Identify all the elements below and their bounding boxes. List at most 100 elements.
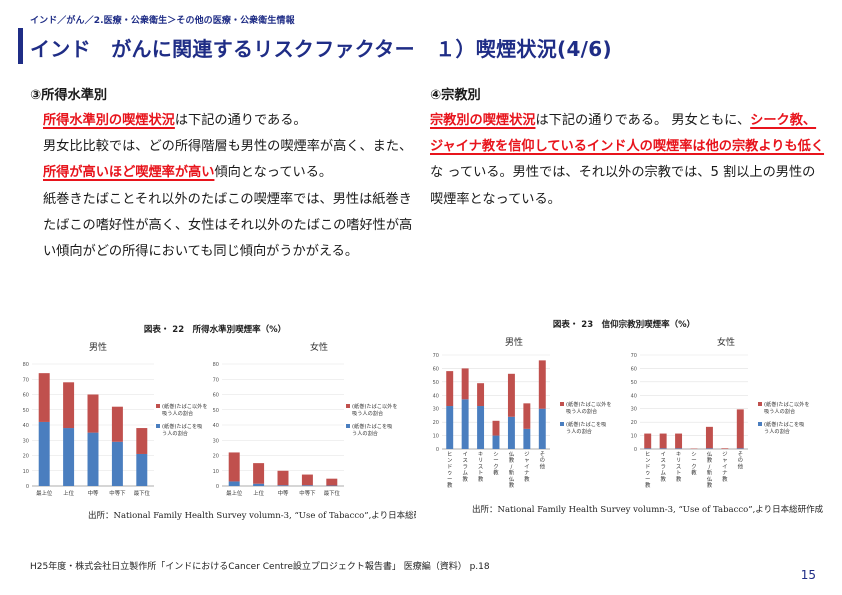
x-tick-label: ヒ [447, 451, 452, 458]
x-tick-label: ス [676, 463, 681, 470]
x-tick-label: ム [462, 470, 468, 477]
bar-segment [523, 403, 531, 429]
legend-label: (紙巻)たばこを吸う人の割合 [162, 422, 203, 437]
x-tick-label: 教 [660, 475, 666, 483]
x-tick-label: 教 [509, 481, 515, 489]
x-tick-label: ヒ [645, 451, 650, 458]
x-tick-label: リ [676, 458, 681, 464]
bar-segment [492, 435, 500, 449]
income-highlight-2: 所得が高いほど喫煙率が高い [43, 165, 215, 181]
y-tick-label: 80 [23, 362, 29, 368]
income-text-2b: 傾向となっている。 [214, 165, 333, 181]
income-paragraph-3: 紙巻きたばことそれ以外のたばこの喫煙率では、男性は紙巻きたばこの嗜好性が高く、女… [43, 191, 413, 260]
religion-smoking-chart: 図表・ 23 信仰宗教別喫煙率（%） 出所：National Family Hea… [433, 319, 824, 515]
x-tick-label: イ [660, 452, 665, 458]
x-tick-label: ム [660, 470, 666, 477]
bar-segment [111, 441, 123, 486]
y-tick-label: 0 [26, 484, 29, 490]
legend-label: (紙巻)たばこを吸う人の割合 [764, 420, 805, 435]
y-tick-label: 70 [213, 377, 219, 383]
x-tick-label: シ [493, 452, 498, 458]
page-title: インド がんに関連するリスクファクター １）喫煙状況(4/6) [30, 37, 612, 61]
x-tick-label: 上位 [63, 489, 74, 497]
x-tick-label: 最上位 [226, 489, 243, 497]
x-tick-label: 中等 [278, 489, 289, 497]
x-tick-label: ド [447, 464, 452, 470]
y-tick-label: 50 [631, 380, 637, 386]
legend-label: (紙巻)たばこを吸う人の割合 [352, 422, 393, 437]
legend-label-line: う人の割合 [764, 427, 791, 435]
bar-segment [326, 478, 338, 486]
x-tick-label: 最上位 [36, 489, 53, 497]
x-tick-label: 教 [645, 481, 651, 489]
bar-segment [277, 470, 289, 486]
y-tick-label: 40 [213, 423, 219, 429]
y-tick-label: 30 [23, 438, 29, 444]
x-tick-label: 中等 [88, 489, 99, 497]
y-tick-label: 60 [631, 366, 637, 372]
legend-label: (紙巻)たばこ以外を吸う人の割合 [566, 400, 612, 415]
chart-title: 図表・ 22 所得水準別喫煙率（%） [144, 324, 286, 335]
legend-swatch [346, 404, 350, 408]
y-tick-label: 20 [433, 420, 439, 426]
chart-title: 図表・ 23 信仰宗教別喫煙率（%） [553, 319, 695, 330]
bar-segment [675, 433, 683, 449]
x-tick-label: 教 [722, 475, 728, 483]
x-tick-label: 他 [540, 462, 546, 470]
legend-label: (紙巻)たばこ以外を吸う人の割合 [764, 400, 810, 415]
bar-segment [477, 383, 485, 407]
x-tick-label: 最下位 [324, 489, 341, 497]
legend-label-line: う人の割合 [352, 429, 379, 437]
x-tick-label: 教 [447, 481, 453, 489]
title-accent-bar [18, 28, 23, 64]
x-tick-label: ャ [722, 458, 727, 464]
bar-segment [446, 406, 454, 449]
income-text-1: は下記の通りである。 [174, 113, 307, 128]
legend-label-line: (紙巻)たばこ以外を [352, 402, 398, 410]
y-tick-label: 20 [23, 454, 29, 460]
x-tick-label: キ [478, 452, 483, 458]
x-tick-label: ー [447, 477, 452, 483]
x-tick-label: ン [645, 458, 650, 464]
x-tick-label: ス [660, 457, 665, 464]
bar-segment [253, 463, 265, 484]
religion-highlight-2: シーク教、ジャイナ教を信仰しているインド人の喫煙率は他の宗教よりも低く [430, 113, 825, 155]
x-tick-label: 中等下 [299, 489, 316, 497]
x-tick-label: ン [447, 458, 452, 464]
x-tick-label: 教 [676, 475, 682, 483]
bar-segment [659, 448, 667, 449]
x-tick-label: イ [462, 452, 467, 458]
bar-segment [492, 420, 500, 436]
y-tick-label: 20 [631, 420, 637, 426]
bar-segment [721, 448, 729, 449]
bar-segment [446, 371, 454, 407]
bar-segment [277, 485, 289, 486]
y-tick-label: 10 [631, 434, 637, 440]
x-tick-label: / [511, 464, 513, 470]
bar-segment [523, 428, 531, 449]
x-tick-label: 他 [738, 462, 744, 470]
bar-segment [136, 428, 148, 454]
bar-segment [507, 416, 515, 449]
income-smoking-figure: 図表・ 22 所得水準別喫煙率（%） 出所：National Family Hea… [14, 318, 416, 526]
legend-label: (紙巻)たばこ以外を吸う人の割合 [352, 402, 398, 417]
legend-label-line: 吸う人の割合 [566, 407, 598, 415]
x-tick-label: 教 [524, 475, 530, 483]
legend-label-line: う人の割合 [162, 429, 189, 437]
x-tick-label: リ [478, 458, 483, 464]
chart-source: 出所：National Family Health Survey volumn-… [472, 504, 824, 515]
x-tick-label: ク [493, 463, 498, 470]
x-tick-label: ラ [462, 463, 467, 470]
panel-name: 男性 [505, 336, 523, 348]
x-tick-label: 仏 [509, 452, 515, 458]
x-tick-label: 教 [478, 475, 484, 483]
x-tick-label: ス [478, 463, 483, 470]
religion-text-2: な っている。男性では、それ以外の宗教では、5 割以上の男性の喫煙率となっている… [430, 165, 816, 207]
y-tick-label: 60 [213, 393, 219, 399]
bar-segment [253, 483, 265, 486]
chart-source: 出所：National Family Health Survey volumn-… [88, 510, 416, 521]
bar-segment [507, 373, 515, 417]
x-tick-label: シ [691, 452, 696, 458]
legend-label-line: (紙巻)たばこを吸 [352, 422, 393, 430]
income-smoking-chart: 図表・ 22 所得水準別喫煙率（%） 出所：National Family Hea… [23, 324, 416, 521]
